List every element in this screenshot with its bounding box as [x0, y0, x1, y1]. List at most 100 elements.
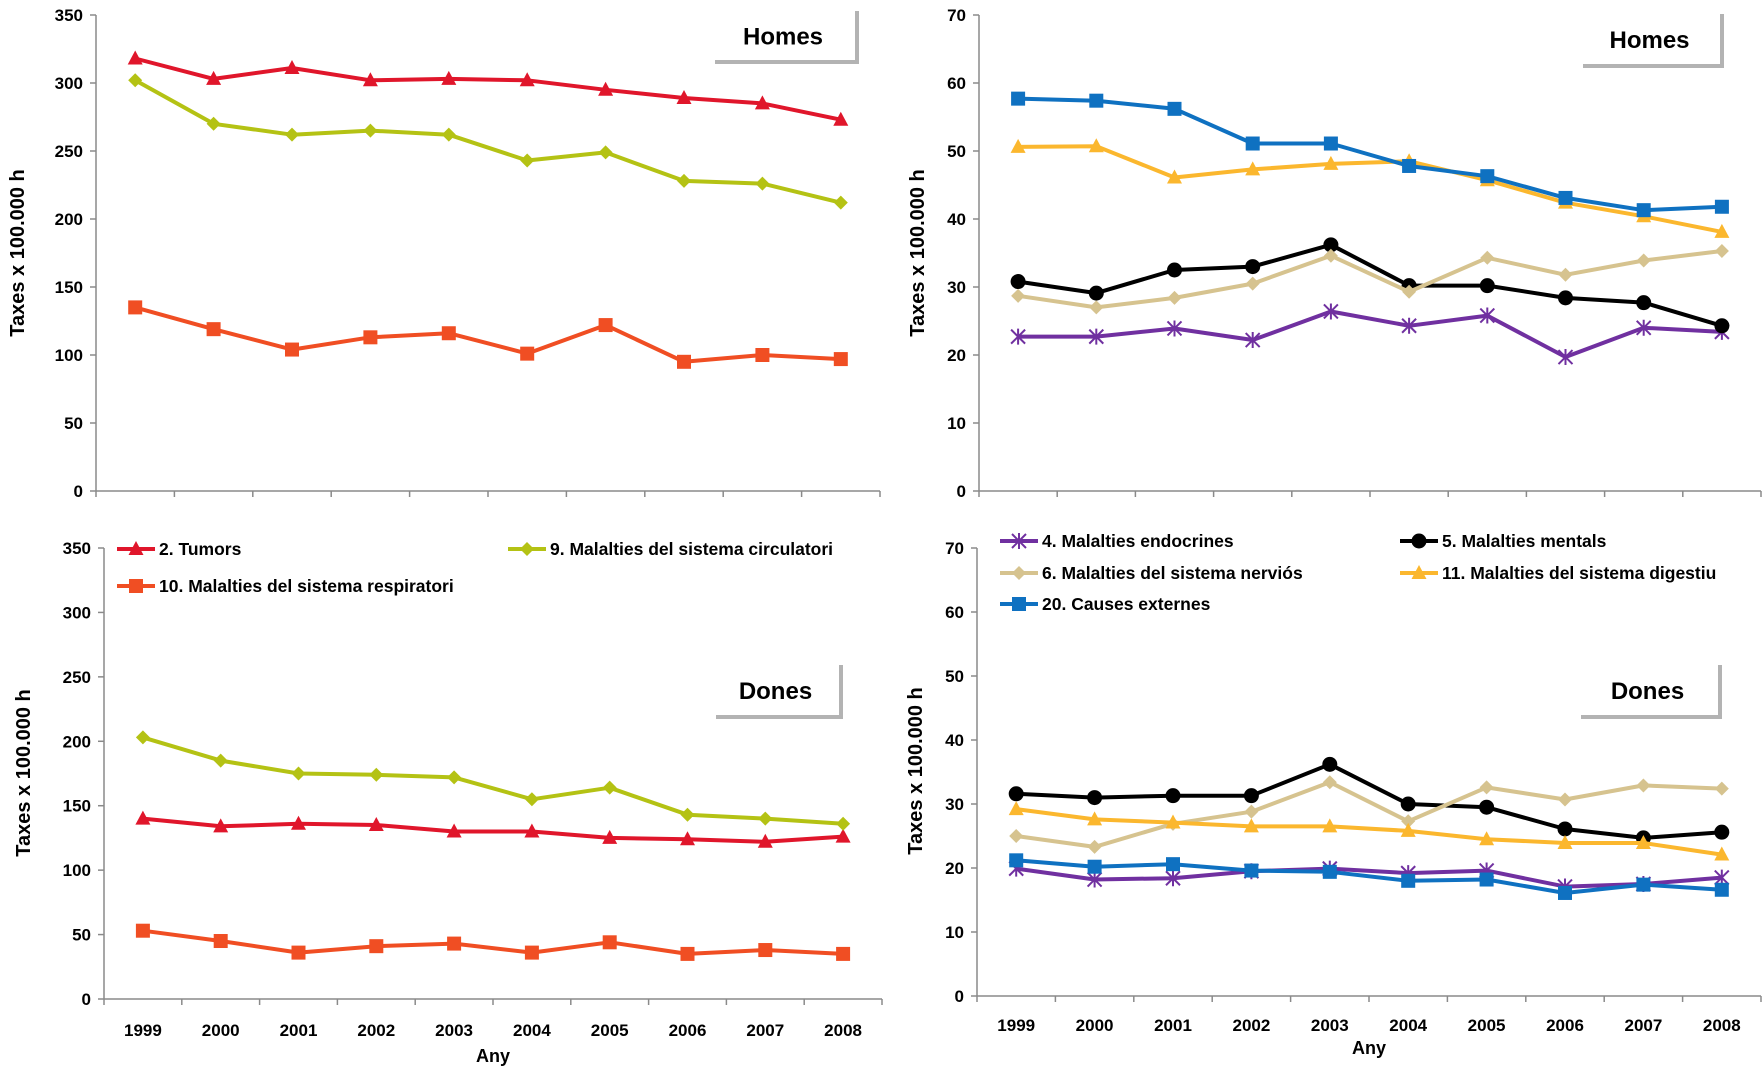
- data-point: [1479, 278, 1495, 294]
- y-tick-label: 20: [947, 346, 966, 365]
- legend-swatch-marker: [1012, 597, 1026, 611]
- legend-item: 9. Malalties del sistema circulatori: [508, 539, 833, 559]
- legend-item: 10. Malalties del sistema respiratori: [117, 576, 454, 596]
- data-point: [1558, 792, 1572, 807]
- data-point: [447, 936, 462, 951]
- y-tick-label: 10: [947, 414, 966, 433]
- data-point: [1323, 237, 1339, 253]
- data-point: [1088, 328, 1105, 345]
- legend-label: 11. Malalties del sistema digestiu: [1442, 563, 1716, 583]
- y-tick-label: 30: [947, 278, 966, 297]
- data-point: [1714, 199, 1729, 214]
- data-point: [1088, 138, 1104, 153]
- data-point: [1714, 824, 1730, 840]
- series-10-malalties-del-sistema-respiratori: [135, 923, 851, 961]
- x-tick-label: 2007: [1624, 1016, 1662, 1035]
- data-point: [1008, 801, 1024, 816]
- data-point: [519, 72, 535, 87]
- data-point: [441, 326, 456, 341]
- data-point: [1479, 307, 1496, 324]
- data-point: [285, 127, 299, 142]
- series-line: [134, 78, 842, 205]
- x-tick-label: 2003: [435, 1021, 473, 1040]
- data-point: [362, 72, 378, 87]
- legend-label: 10. Malalties del sistema respiratori: [159, 576, 454, 596]
- data-point: [680, 946, 695, 961]
- x-tick-label: 2006: [669, 1021, 707, 1040]
- y-tick-label: 50: [947, 142, 966, 161]
- data-point: [206, 70, 222, 85]
- data-point: [754, 95, 770, 110]
- data-point: [1558, 190, 1573, 205]
- data-point: [833, 111, 849, 126]
- x-tick-label: 2001: [1154, 1016, 1192, 1035]
- data-point: [1010, 328, 1026, 345]
- data-point: [1243, 788, 1259, 804]
- data-point: [1010, 138, 1026, 153]
- x-tick-label: 2002: [1232, 1016, 1270, 1035]
- data-point: [602, 829, 618, 844]
- data-point: [1558, 267, 1573, 282]
- y-tick-label: 150: [63, 797, 91, 816]
- y-axis-label: Taxes x 100.000 h: [13, 689, 35, 857]
- x-tick-label: 2005: [591, 1021, 629, 1040]
- x-tick-label: 2008: [1703, 1016, 1741, 1035]
- legend-label: 2. Tumors: [159, 539, 242, 559]
- data-point: [1480, 250, 1495, 265]
- y-tick-label: 250: [55, 142, 83, 161]
- data-point: [128, 300, 143, 315]
- x-tick-label: 1999: [124, 1021, 162, 1040]
- legend-item: 5. Malalties mentals: [1400, 531, 1607, 551]
- series-2-tumors: [127, 50, 849, 126]
- series-2-tumors: [135, 810, 851, 848]
- data-point: [1245, 136, 1260, 151]
- legend-swatch-marker: [1011, 533, 1027, 549]
- data-point: [1167, 101, 1182, 116]
- legend-item: 2. Tumors: [117, 539, 242, 559]
- y-axis-label: Taxes x 100.000 h: [905, 687, 927, 855]
- panel-title: Homes: [1609, 27, 1689, 54]
- x-tick-label: 2003: [1311, 1016, 1349, 1035]
- data-point: [835, 828, 851, 843]
- data-point: [1245, 259, 1261, 275]
- data-point: [213, 934, 228, 949]
- data-point: [602, 935, 617, 950]
- data-point: [291, 766, 306, 781]
- data-point: [755, 176, 770, 191]
- data-point: [1322, 818, 1338, 833]
- data-point: [1557, 349, 1574, 366]
- y-tick-label: 350: [63, 539, 91, 558]
- series-line: [1017, 249, 1723, 310]
- panel-title: Homes: [743, 24, 823, 51]
- data-point: [284, 60, 300, 75]
- series-line: [1018, 144, 1723, 234]
- data-point: [1714, 223, 1730, 238]
- data-point: [1165, 870, 1181, 887]
- data-point: [206, 322, 221, 337]
- series-10-malalties-del-sistema-respiratori: [128, 300, 848, 369]
- data-point: [598, 81, 614, 96]
- x-tick-label: 2004: [513, 1021, 551, 1040]
- data-point: [1636, 295, 1652, 311]
- y-tick-label: 60: [945, 603, 964, 622]
- data-point: [1401, 814, 1416, 829]
- series-20-causes-externes: [1011, 91, 1729, 218]
- data-point: [1322, 864, 1337, 879]
- data-point: [1167, 290, 1182, 305]
- series-9-malalties-del-sistema-circulatori: [135, 730, 851, 831]
- chart-panel-1: 0 50 100 150 200 250 300 350 Taxes x 100.000 h Ho…: [7, 6, 881, 501]
- data-point: [1245, 276, 1260, 291]
- data-point: [206, 116, 221, 131]
- legend-swatch-marker: [128, 541, 144, 555]
- data-point: [1714, 846, 1730, 861]
- data-point: [757, 833, 773, 848]
- data-point: [524, 823, 540, 838]
- y-tick-label: 300: [55, 74, 83, 93]
- data-point: [598, 318, 613, 333]
- data-point: [1714, 243, 1729, 258]
- x-tick-label: 2006: [1546, 1016, 1584, 1035]
- data-point: [524, 945, 539, 960]
- data-point: [833, 352, 848, 367]
- data-point: [1165, 814, 1181, 829]
